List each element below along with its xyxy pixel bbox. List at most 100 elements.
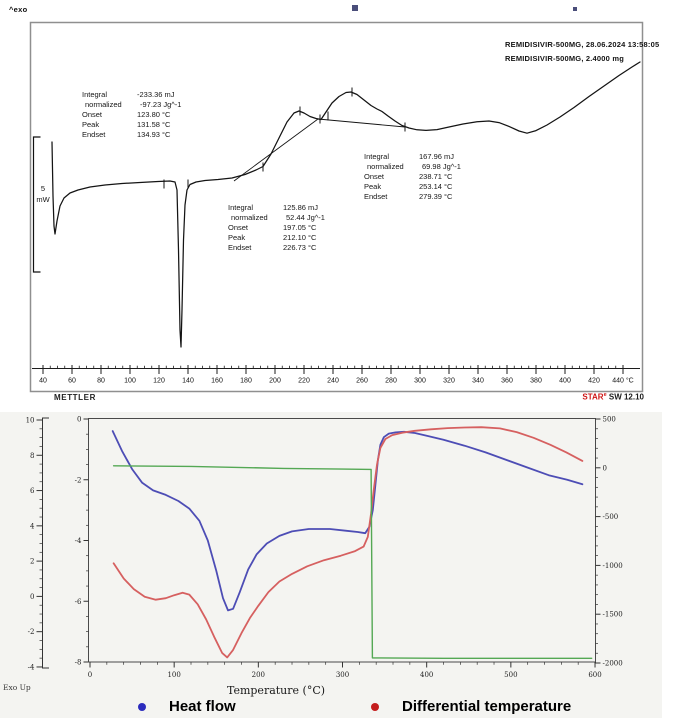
annotation-value: 279.39 °C [419, 192, 453, 201]
svg-text:8: 8 [30, 452, 34, 460]
svg-text:-2000: -2000 [603, 660, 623, 668]
software-version-rest: SW 12.10 [606, 392, 644, 402]
annotation-label: Integral [228, 203, 254, 212]
svg-text:100: 100 [124, 378, 136, 385]
svg-text:200: 200 [252, 671, 265, 679]
annotation-label: Peak [82, 120, 100, 129]
svg-text:0: 0 [77, 416, 81, 424]
annotation-value: 52.44 Jg^-1 [286, 213, 325, 222]
svg-text:200: 200 [269, 378, 281, 385]
dsc-event-marks [163, 87, 406, 189]
annotation-row: Onset 238.71 °C [364, 172, 461, 182]
x-axis-title: Temperature (°C) [226, 684, 326, 697]
svg-text:80: 80 [97, 378, 105, 385]
svg-text:380: 380 [530, 378, 542, 385]
svg-text:60: 60 [68, 378, 76, 385]
legend-dot-differential-temperature-icon [371, 702, 379, 711]
annotation-label: Endset [228, 243, 252, 252]
exo-direction-label: ^exo [9, 5, 28, 14]
svg-text:300: 300 [336, 671, 349, 679]
peak-annotation-3: Integral 167.96 mJ normalized 69.98 Jg^-1 On… [364, 152, 461, 202]
dsc-x-axis: 40 60 80 100 120 140 160 180 200 220 240 260 280 300 3… [32, 365, 640, 385]
annotation-row: normalized -97.23 Jg^-1 [82, 100, 181, 110]
annotation-row: Onset 123.80 °C [82, 110, 181, 120]
annotation-value: 253.14 °C [419, 182, 453, 191]
svg-text:10: 10 [26, 417, 35, 425]
annotation-row: normalized 69.98 Jg^-1 [364, 162, 461, 172]
legend-item-differential-temperature: Differential temperature [371, 698, 571, 715]
legend-label-heat-flow: Heat flow [169, 698, 236, 715]
svg-text:320: 320 [443, 378, 455, 385]
svg-text:0: 0 [30, 593, 34, 601]
svg-text:-6: -6 [75, 598, 82, 606]
svg-text:-1500: -1500 [603, 611, 623, 619]
software-brand-sup: e [603, 392, 607, 398]
legend-dot-heat-flow-icon [138, 702, 146, 711]
bottom-left-axis: 0 -2 -4 -6 -8 [75, 416, 89, 667]
annotation-row: Peak 212.10 °C [228, 233, 325, 243]
sample-info-line-2: REMIDISIVIR-500MG, 2.4000 mg [505, 54, 624, 63]
exo-up-label: Exo Up [3, 683, 31, 692]
annotation-label: Onset [228, 223, 249, 232]
svg-text:-1000: -1000 [603, 562, 623, 570]
bottom-outer-left-axis: 10 8 6 4 2 0 -2 -4 [26, 417, 49, 671]
svg-text:-8: -8 [75, 659, 82, 667]
svg-text:100: 100 [167, 671, 180, 679]
bottom-right-axis: 500 0 -500 -1000 -1500 -2000 [595, 416, 623, 668]
dsc-curve [51, 61, 641, 348]
svg-text:-2: -2 [28, 628, 35, 636]
legend-label-differential-temperature: Differential temperature [402, 698, 572, 715]
curve-heat-flow [111, 430, 584, 612]
annotation-value: 197.05 °C [283, 223, 317, 232]
stray-marks [352, 5, 577, 11]
svg-text:400: 400 [420, 671, 433, 679]
svg-text:0: 0 [88, 671, 92, 679]
svg-text:600: 600 [588, 671, 601, 679]
annotation-row: Endset 134.93 °C [82, 130, 181, 140]
svg-text:40: 40 [39, 378, 47, 385]
svg-text:500: 500 [603, 416, 616, 424]
svg-text:160: 160 [211, 378, 223, 385]
svg-text:420: 420 [588, 378, 600, 385]
annotation-row: Peak 131.58 °C [82, 120, 181, 130]
annotation-label: Integral [364, 152, 390, 161]
dsc-integration-baselines [233, 118, 406, 182]
curve-unlabeled-green-step [112, 465, 593, 659]
svg-text:140: 140 [182, 378, 194, 385]
software-brand: STAR [582, 392, 604, 402]
annotation-label: Endset [364, 192, 388, 201]
svg-text:120: 120 [153, 378, 165, 385]
instrument-brand-label: METTLER [54, 393, 96, 402]
annotation-row: Integral 125.86 mJ [228, 203, 325, 213]
bottom-x-axis: 0 100 200 300 400 500 600 [88, 662, 602, 679]
sample-info-line-1: REMIDISIVIR-500MG, 28.06.2024 13:58:05 [505, 40, 660, 49]
software-version-label: STARe SW 12.10 [540, 392, 644, 402]
annotation-value: 212.10 °C [283, 233, 317, 242]
annotation-row: Integral -233.36 mJ [82, 90, 181, 100]
annotation-label: normalized [231, 213, 268, 222]
annotation-row: Endset 279.39 °C [364, 192, 461, 202]
svg-text:240: 240 [327, 378, 339, 385]
svg-text:300: 300 [414, 378, 426, 385]
annotation-value: 167.96 mJ [419, 152, 455, 161]
legend-item-heat-flow: Heat flow [138, 698, 236, 715]
svg-text:440 °C: 440 °C [612, 377, 633, 385]
scale-bar-value: 5 [40, 184, 46, 193]
annotation-label: Integral [82, 90, 108, 99]
annotation-value: 238.71 °C [419, 172, 453, 181]
svg-text:4: 4 [30, 522, 35, 530]
annotation-value: 125.86 mJ [283, 203, 319, 212]
annotation-row: Integral 167.96 mJ [364, 152, 461, 162]
annotation-label: Peak [228, 233, 246, 242]
annotation-row: Onset 197.05 °C [228, 223, 325, 233]
svg-text:-500: -500 [603, 513, 619, 521]
annotation-row: Peak 253.14 °C [364, 182, 461, 192]
bottom-panel-bg [0, 412, 662, 718]
curve-differential-temperature [112, 426, 584, 659]
svg-text:400: 400 [559, 378, 571, 385]
annotation-value: -233.36 mJ [137, 90, 175, 99]
dsc-scale-bracket [32, 136, 41, 273]
annotation-label: Onset [82, 110, 103, 119]
svg-text:-4: -4 [75, 537, 82, 545]
